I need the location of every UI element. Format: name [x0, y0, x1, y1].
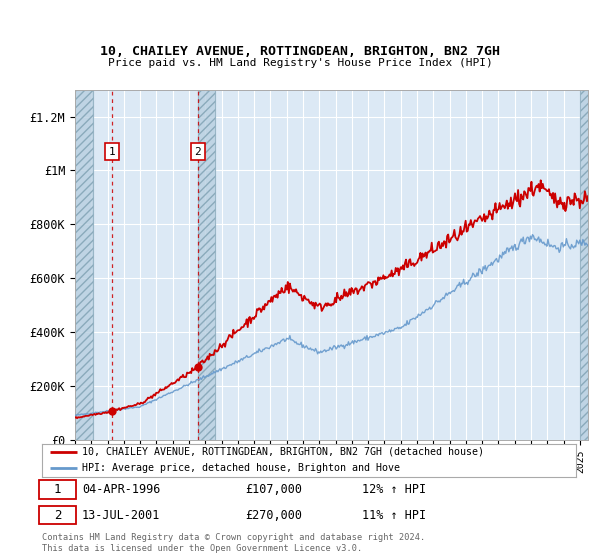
Text: 10, CHAILEY AVENUE, ROTTINGDEAN, BRIGHTON, BN2 7GH (detached house): 10, CHAILEY AVENUE, ROTTINGDEAN, BRIGHTO… — [82, 447, 484, 457]
Bar — [198, 90, 215, 440]
Text: 2: 2 — [54, 508, 61, 522]
Text: 2: 2 — [194, 147, 201, 157]
Text: Price paid vs. HM Land Registry's House Price Index (HPI): Price paid vs. HM Land Registry's House … — [107, 58, 493, 68]
Text: 1: 1 — [109, 147, 115, 157]
Bar — [75, 90, 93, 440]
Text: 10, CHAILEY AVENUE, ROTTINGDEAN, BRIGHTON, BN2 7GH: 10, CHAILEY AVENUE, ROTTINGDEAN, BRIGHTO… — [100, 45, 500, 58]
Bar — [580, 90, 588, 440]
Text: HPI: Average price, detached house, Brighton and Hove: HPI: Average price, detached house, Brig… — [82, 463, 400, 473]
Bar — [75, 90, 93, 440]
Text: £270,000: £270,000 — [245, 508, 302, 522]
Text: 12% ↑ HPI: 12% ↑ HPI — [362, 483, 427, 496]
Text: 13-JUL-2001: 13-JUL-2001 — [82, 508, 160, 522]
Bar — [198, 90, 215, 440]
Text: Contains HM Land Registry data © Crown copyright and database right 2024.
This d: Contains HM Land Registry data © Crown c… — [42, 533, 425, 553]
FancyBboxPatch shape — [40, 506, 76, 524]
FancyBboxPatch shape — [40, 480, 76, 498]
Text: 11% ↑ HPI: 11% ↑ HPI — [362, 508, 427, 522]
Text: £107,000: £107,000 — [245, 483, 302, 496]
Text: 1: 1 — [54, 483, 61, 496]
Bar — [580, 90, 588, 440]
Text: 04-APR-1996: 04-APR-1996 — [82, 483, 160, 496]
